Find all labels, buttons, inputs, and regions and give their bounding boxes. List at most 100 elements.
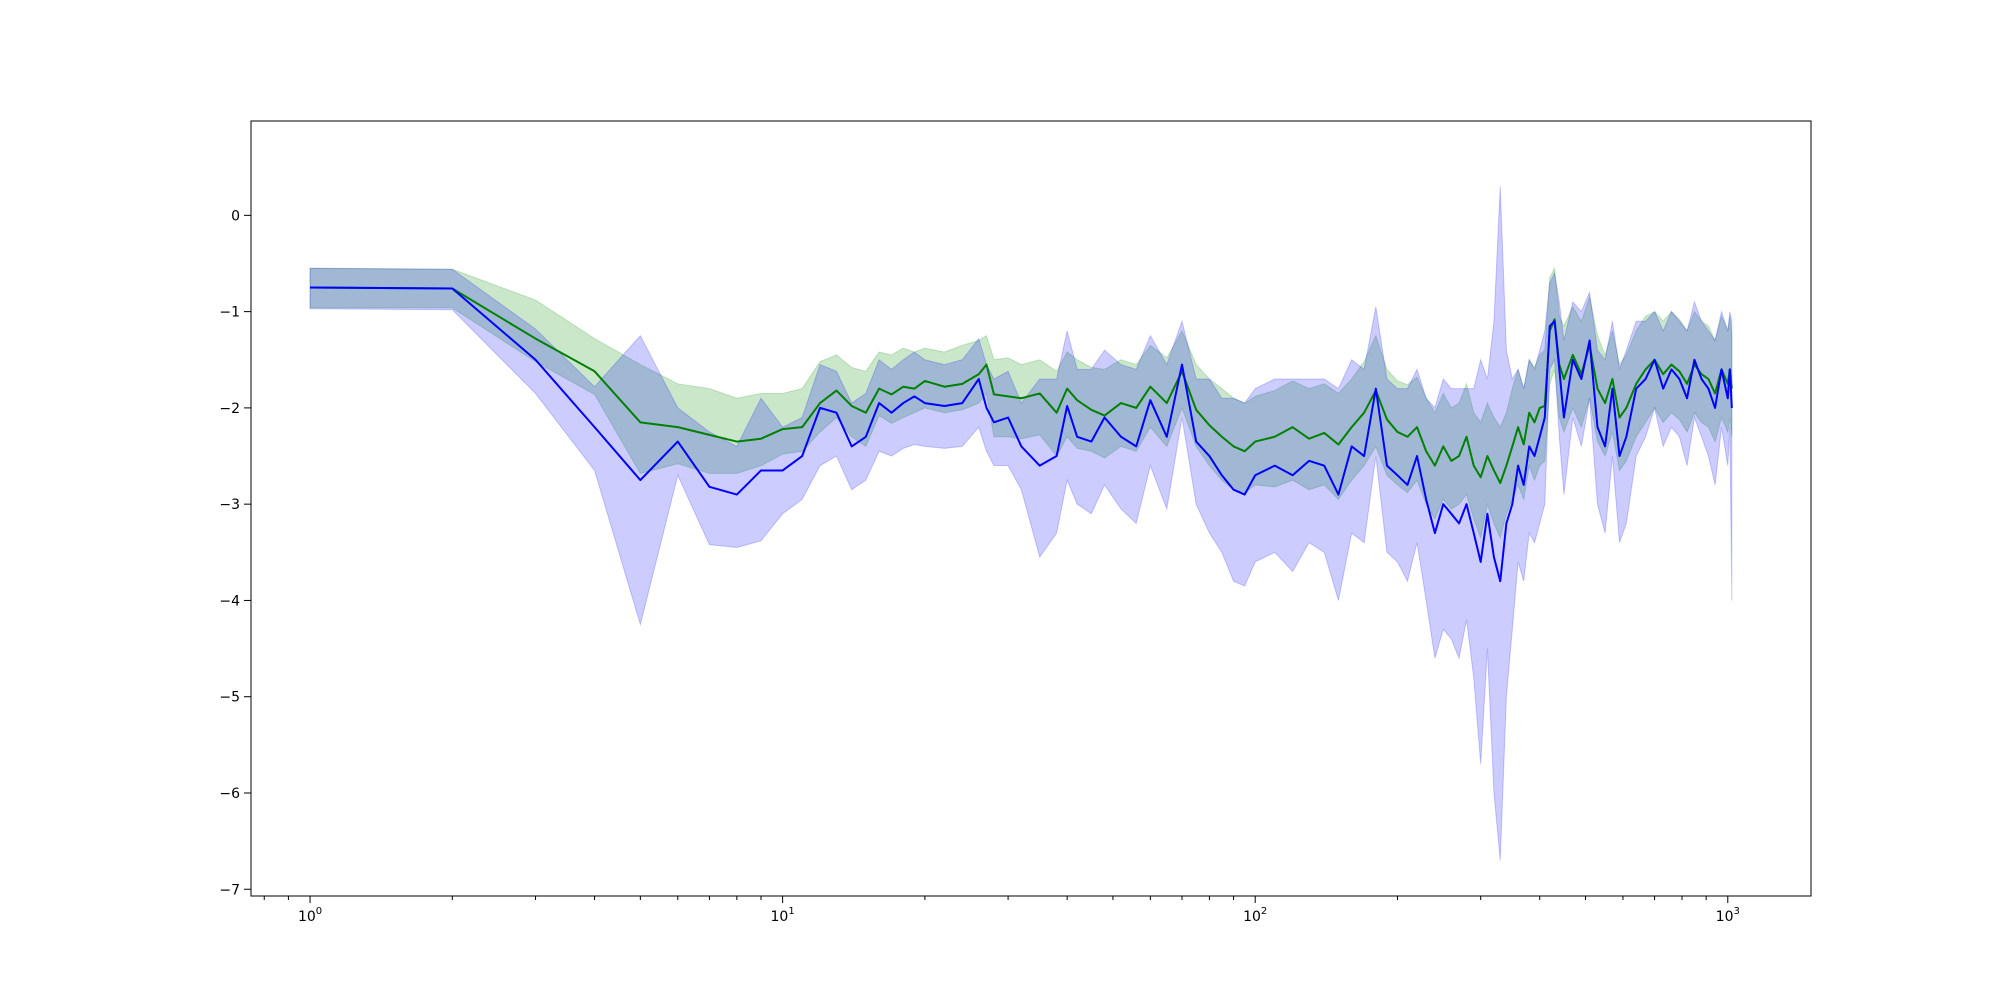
series-0-point — [1221, 436, 1222, 437]
series-0-point — [1663, 374, 1664, 375]
series-0-point — [1529, 412, 1530, 413]
series-0-point — [1518, 427, 1519, 428]
series-1-point — [1581, 378, 1582, 379]
series-1-point — [1221, 475, 1222, 476]
y-tick-label: −1 — [219, 305, 240, 321]
series-0-point — [1563, 378, 1564, 379]
series-0-point — [1443, 446, 1444, 447]
series-1-point — [1233, 489, 1234, 490]
series-1-point — [1612, 388, 1613, 389]
series-1-point — [1021, 446, 1022, 447]
series-1-point — [1443, 504, 1444, 505]
series-0-point — [677, 427, 678, 428]
series-0-point — [1274, 436, 1275, 437]
series-1-point — [1324, 465, 1325, 466]
series-0-point — [1407, 436, 1408, 437]
series-0-point — [1671, 364, 1672, 365]
series-0-point — [1686, 383, 1687, 384]
plot-area-frame — [250, 120, 1812, 897]
series-0-point — [1506, 465, 1507, 466]
series-0-point — [865, 412, 866, 413]
series-0-point — [1487, 455, 1488, 456]
series-1-point — [1166, 436, 1167, 437]
series-1-point — [1473, 532, 1474, 533]
series-0-point — [1480, 477, 1481, 478]
series-1-point — [1150, 400, 1151, 401]
series-1-point — [986, 407, 987, 408]
series-0-point — [1091, 409, 1092, 410]
series-1-point — [924, 402, 925, 403]
series-0-point — [1426, 451, 1427, 452]
series-1-point — [914, 396, 915, 397]
series-1-point — [1604, 446, 1605, 447]
series-0-point — [1604, 402, 1605, 403]
series-0-point — [1166, 402, 1167, 403]
series-1-point — [836, 412, 837, 413]
y-tick-label: −7 — [219, 882, 240, 898]
series-0-point — [1150, 386, 1151, 387]
series-0-point — [986, 364, 987, 365]
series-0-point — [1386, 419, 1387, 420]
series-1-point — [1426, 499, 1427, 500]
series-0-point — [594, 371, 595, 372]
series-1-point — [1539, 436, 1540, 437]
series-1-point — [452, 288, 453, 289]
series-1-point — [1654, 359, 1655, 360]
series-1-point — [1589, 340, 1590, 341]
series-0-point — [1500, 482, 1501, 483]
series-1-point — [903, 402, 904, 403]
series-1-point — [1549, 325, 1550, 326]
series-1-point — [1727, 398, 1728, 399]
series-1-point — [1375, 388, 1376, 389]
series-1-point — [1694, 359, 1695, 360]
series-0-point — [640, 422, 641, 423]
series-0-point — [1292, 427, 1293, 428]
series-1-point — [1512, 504, 1513, 505]
series-1-point — [1480, 561, 1481, 562]
series-0-line — [310, 286, 1733, 484]
series-0-point — [903, 386, 904, 387]
series-1-point — [1523, 484, 1524, 485]
series-1-point — [1292, 475, 1293, 476]
series-0-point — [1466, 436, 1467, 437]
series-0-point — [1008, 396, 1009, 397]
confidence-bands — [309, 186, 1733, 861]
series-0-point — [1196, 409, 1197, 410]
series-0-point — [1104, 415, 1105, 416]
series-1-point — [1067, 405, 1068, 406]
y-axis: 0 −1 −2 −3 −4 −5 −6 −7 — [219, 208, 251, 898]
series-0-point — [1244, 451, 1245, 452]
series-1-point — [1466, 504, 1467, 505]
series-1-point — [1731, 407, 1732, 408]
series-1-point — [891, 412, 892, 413]
series-1-point — [1563, 417, 1564, 418]
series-1-point — [1351, 446, 1352, 447]
series-1-point — [1077, 436, 1078, 437]
series-1-point — [1500, 581, 1501, 582]
series-0-point — [1434, 465, 1435, 466]
series-1-point — [1619, 455, 1620, 456]
series-1-point — [1708, 388, 1709, 389]
series-0-point — [1233, 446, 1234, 447]
series-1-point — [962, 402, 963, 403]
series-0-point — [1067, 388, 1068, 389]
series-0-point — [1255, 441, 1256, 442]
series-0-point — [978, 374, 979, 375]
series-0-point — [1351, 427, 1352, 428]
series-0-point — [760, 438, 761, 439]
series-1-point — [1529, 446, 1530, 447]
series-1-point — [709, 486, 710, 487]
series-0-point — [1473, 465, 1474, 466]
series-0-point — [782, 428, 783, 429]
series-1-point — [782, 470, 783, 471]
series-0-point — [1597, 388, 1598, 389]
series-1-point — [1663, 388, 1664, 389]
series-0-point — [914, 388, 915, 389]
series-0-point — [1701, 374, 1702, 375]
series-1-point — [1407, 484, 1408, 485]
series-1-point — [1181, 364, 1182, 365]
series-0-point — [1714, 393, 1715, 394]
series-0-point — [993, 394, 994, 395]
series-1-point — [1255, 475, 1256, 476]
